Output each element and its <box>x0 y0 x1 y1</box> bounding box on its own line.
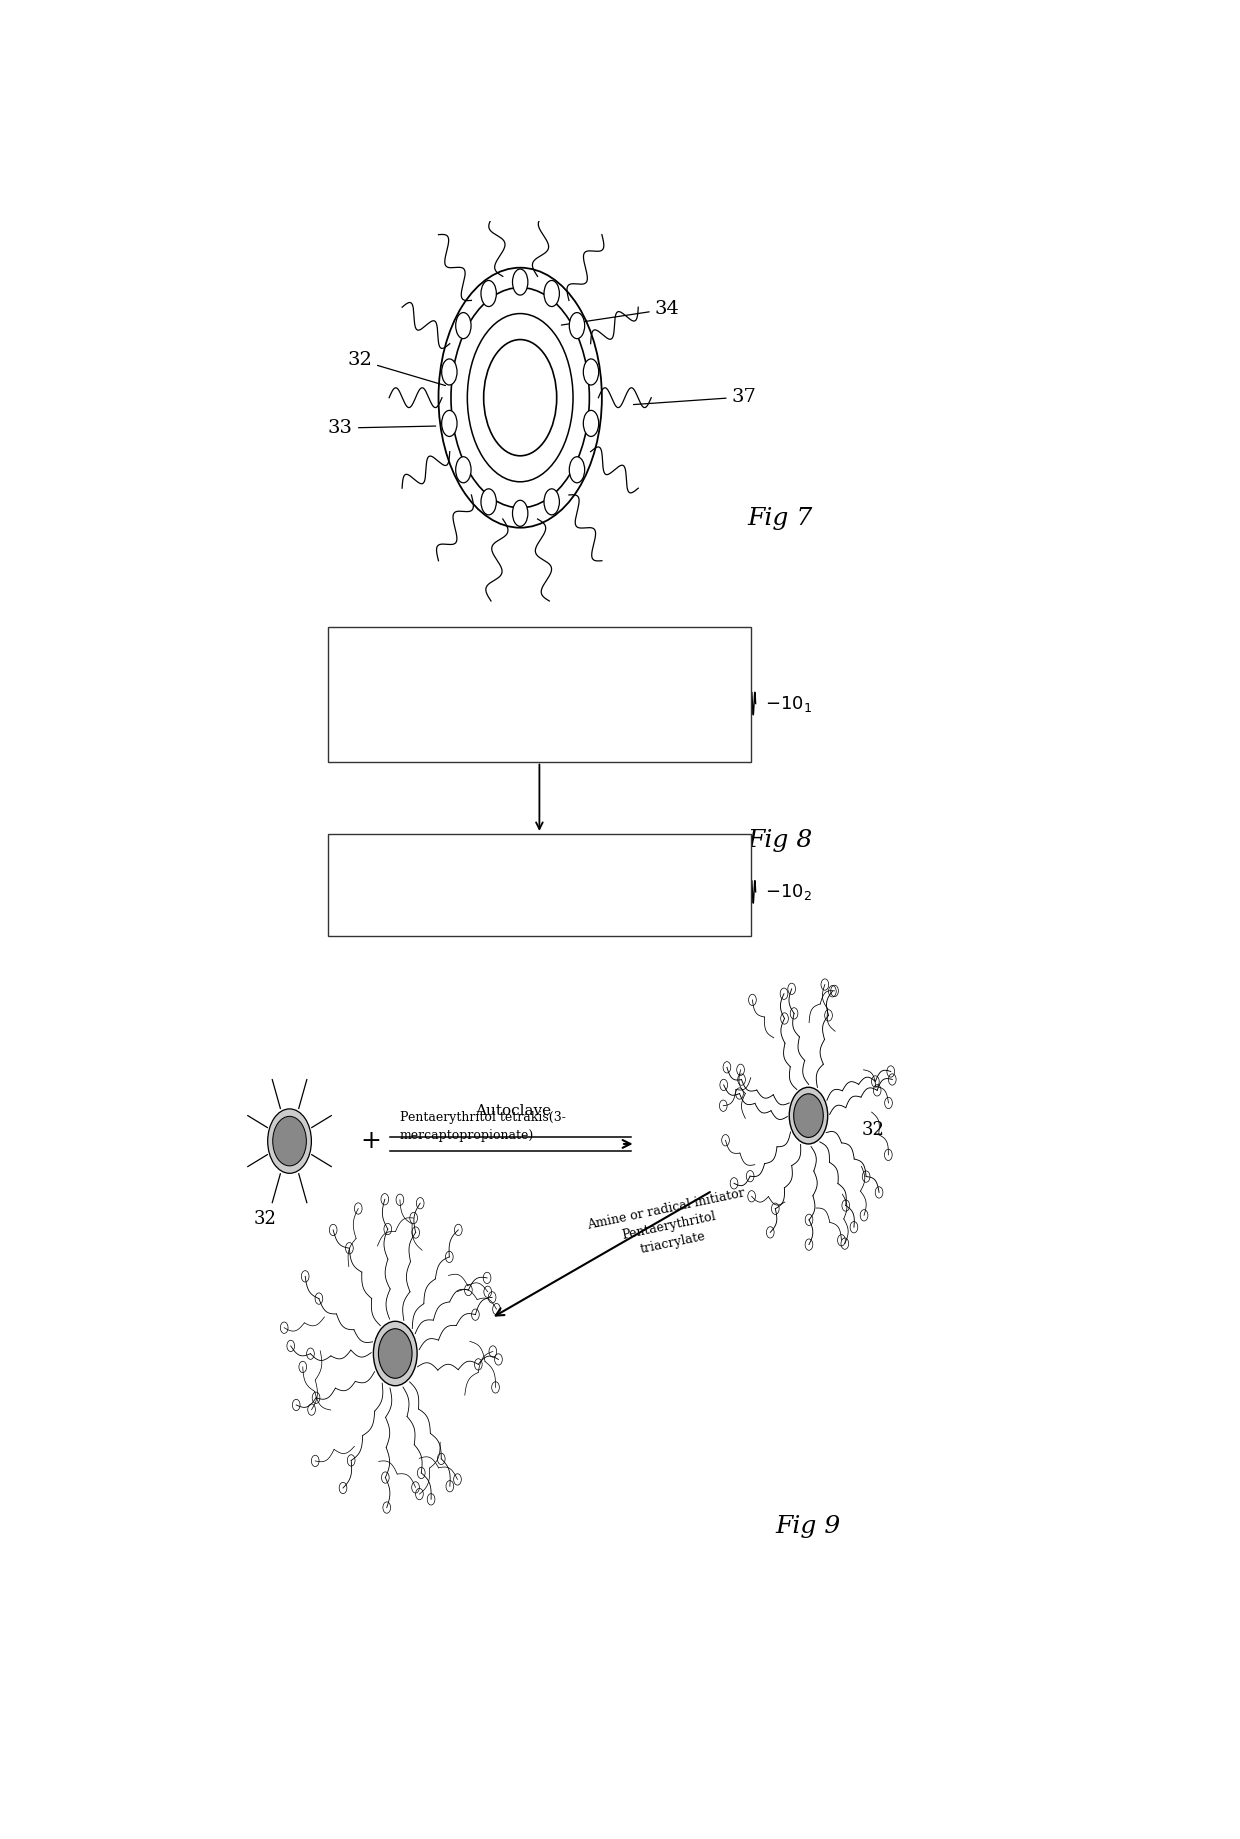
Ellipse shape <box>512 268 528 294</box>
Circle shape <box>273 1116 306 1166</box>
Text: 37: 37 <box>634 388 756 406</box>
Ellipse shape <box>583 410 599 436</box>
Ellipse shape <box>583 359 599 384</box>
Text: 32: 32 <box>254 1210 277 1228</box>
Circle shape <box>378 1330 412 1377</box>
Text: Autoclave: Autoclave <box>475 1105 551 1118</box>
Ellipse shape <box>512 500 528 526</box>
Bar <box>327 627 750 761</box>
Text: 33: 33 <box>327 419 435 438</box>
Ellipse shape <box>441 410 458 436</box>
Text: Ball milling: Ball milling <box>487 875 591 894</box>
Text: Fig 7: Fig 7 <box>746 506 812 530</box>
Ellipse shape <box>569 313 585 338</box>
Ellipse shape <box>544 489 559 515</box>
Ellipse shape <box>544 281 559 307</box>
Ellipse shape <box>455 313 471 338</box>
Ellipse shape <box>481 489 496 515</box>
Text: Fig 9: Fig 9 <box>776 1515 841 1537</box>
Circle shape <box>373 1320 417 1387</box>
Text: 34: 34 <box>562 300 680 326</box>
Text: 32: 32 <box>347 351 445 386</box>
Text: 32: 32 <box>862 1120 884 1138</box>
Circle shape <box>789 1087 828 1144</box>
Ellipse shape <box>439 268 601 528</box>
Bar <box>327 833 750 936</box>
Ellipse shape <box>441 359 458 384</box>
Text: Fig 8: Fig 8 <box>746 829 812 853</box>
Ellipse shape <box>481 281 496 307</box>
Text: Macroscopic particle
manufacturing: Macroscopic particle manufacturing <box>443 671 636 717</box>
Circle shape <box>794 1094 823 1137</box>
Circle shape <box>268 1109 311 1173</box>
Text: Amine or radical initiator
Pentaerythritol
triacrylate: Amine or radical initiator Pentaerythrit… <box>585 1186 753 1265</box>
Ellipse shape <box>569 456 585 484</box>
Text: Pentaerythritol tetrakis(3-
mercaptopropionate): Pentaerythritol tetrakis(3- mercaptoprop… <box>401 1111 565 1142</box>
Ellipse shape <box>455 456 471 484</box>
Text: $-10_1$: $-10_1$ <box>765 693 812 714</box>
Text: $-10_2$: $-10_2$ <box>765 883 812 901</box>
Text: +: + <box>361 1129 382 1153</box>
